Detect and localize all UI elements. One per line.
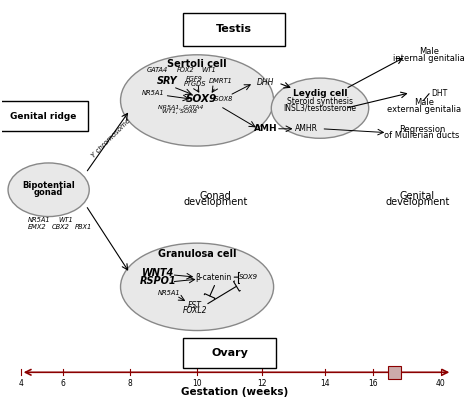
Text: PBX1: PBX1 (75, 224, 92, 230)
Text: Male: Male (414, 98, 434, 107)
Text: Male: Male (419, 47, 439, 56)
Text: DMRT1: DMRT1 (209, 78, 232, 84)
FancyBboxPatch shape (183, 13, 285, 46)
Text: CBX2: CBX2 (52, 224, 70, 230)
Text: EMX2: EMX2 (28, 224, 46, 230)
Text: FGF9: FGF9 (186, 76, 203, 82)
FancyBboxPatch shape (0, 101, 88, 132)
Text: 4: 4 (18, 379, 23, 388)
Ellipse shape (120, 243, 273, 330)
Text: INSL3/testosterone: INSL3/testosterone (283, 104, 356, 113)
Ellipse shape (120, 55, 273, 146)
Text: Testis: Testis (216, 24, 252, 34)
Text: 40: 40 (436, 379, 446, 388)
Text: 10: 10 (192, 379, 202, 388)
Text: Granulosa cell: Granulosa cell (158, 249, 237, 259)
Text: development: development (385, 197, 450, 207)
Text: external genitalia: external genitalia (387, 105, 461, 114)
Text: FOX2: FOX2 (177, 67, 194, 73)
Text: Steroid synthesis: Steroid synthesis (287, 97, 353, 106)
Text: NR5A1: NR5A1 (28, 217, 50, 223)
Text: Y chromosome: Y chromosome (91, 118, 132, 159)
Text: NR5A1: NR5A1 (142, 90, 164, 96)
Text: DHT: DHT (431, 89, 447, 98)
Text: 16: 16 (369, 379, 378, 388)
Text: Bipotential: Bipotential (22, 182, 75, 190)
Text: /SOX8: /SOX8 (213, 96, 233, 102)
Text: gonad: gonad (34, 188, 64, 197)
Text: Gonad: Gonad (200, 191, 231, 201)
Text: of Müllerian ducts: of Müllerian ducts (384, 131, 460, 140)
Text: WT1, SOX8: WT1, SOX8 (162, 109, 197, 114)
Text: FOXL2: FOXL2 (182, 306, 207, 315)
Text: Regression: Regression (399, 125, 445, 134)
Text: WT1: WT1 (58, 217, 73, 223)
Text: SOX9: SOX9 (186, 94, 218, 104)
Text: 14: 14 (320, 379, 329, 388)
Text: RSPO1: RSPO1 (139, 276, 176, 286)
Ellipse shape (8, 163, 89, 217)
Text: β-catenin: β-catenin (195, 273, 231, 282)
Text: 12: 12 (257, 379, 267, 388)
Ellipse shape (271, 78, 369, 138)
FancyBboxPatch shape (183, 338, 276, 368)
Text: DHH: DHH (257, 79, 274, 87)
Text: SOX9: SOX9 (238, 274, 258, 280)
Text: Genital ridge: Genital ridge (10, 112, 76, 121)
Text: SRY: SRY (156, 76, 177, 86)
Text: internal genitalia: internal genitalia (393, 54, 465, 63)
Text: 8: 8 (128, 379, 132, 388)
Text: Leydig cell: Leydig cell (293, 89, 347, 98)
Text: GATA4: GATA4 (147, 67, 168, 73)
Text: PTGDS: PTGDS (183, 81, 206, 87)
Text: WNT4: WNT4 (142, 268, 174, 278)
FancyBboxPatch shape (388, 365, 401, 379)
Text: Gestation (weeks): Gestation (weeks) (181, 387, 288, 397)
Text: Sertoli cell: Sertoli cell (167, 59, 227, 69)
Text: NR5A1, GATA4: NR5A1, GATA4 (158, 105, 203, 110)
Text: WT1: WT1 (201, 67, 216, 73)
Text: 6: 6 (60, 379, 65, 388)
Text: AMHR: AMHR (294, 124, 318, 133)
Text: AMH: AMH (254, 124, 278, 133)
Text: NR5A1: NR5A1 (158, 290, 181, 296)
Text: development: development (183, 197, 248, 207)
Text: Genital: Genital (400, 191, 435, 201)
Text: Ovary: Ovary (211, 348, 248, 358)
Text: FST: FST (188, 300, 202, 310)
